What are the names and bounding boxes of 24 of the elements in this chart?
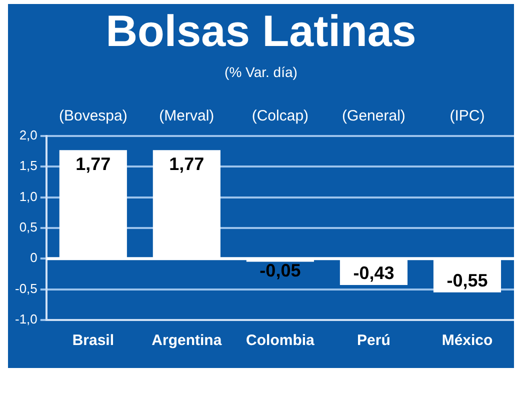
y-tick-label: 1,5	[19, 158, 38, 174]
text: (General)	[342, 108, 406, 125]
text: (Colcap)	[252, 108, 309, 125]
data-label: 1,77	[169, 154, 204, 174]
data-label: -0,55	[446, 270, 488, 290]
x-tick-label: Brasil	[72, 332, 114, 350]
data-label: -0,43	[353, 263, 394, 284]
x-tick-label: México	[442, 332, 493, 350]
chart-title: Bolsas Latinas	[104, 6, 418, 58]
x-tick-label: Argentina	[152, 332, 222, 350]
y-tick-label: 1,0	[19, 188, 38, 204]
x-tick-label: Perú	[357, 332, 390, 350]
chart-subtitle: (% Var. día)	[224, 64, 298, 80]
x-tick-label: Colombia	[246, 332, 316, 350]
text: (Bovespa)	[58, 108, 128, 125]
y-tick-label: 0	[30, 250, 38, 266]
y-tick-label: 0,5	[19, 220, 38, 235]
text: (IPC)	[450, 108, 485, 125]
text: (Merval)	[159, 108, 214, 125]
y-tick-label: -0,5	[14, 280, 38, 296]
y-tick-label: 2,0	[19, 128, 38, 143]
y-tick-label: -1,0	[14, 312, 38, 327]
data-label: 1,77	[76, 154, 111, 174]
data-label: -0,05	[260, 260, 301, 281]
